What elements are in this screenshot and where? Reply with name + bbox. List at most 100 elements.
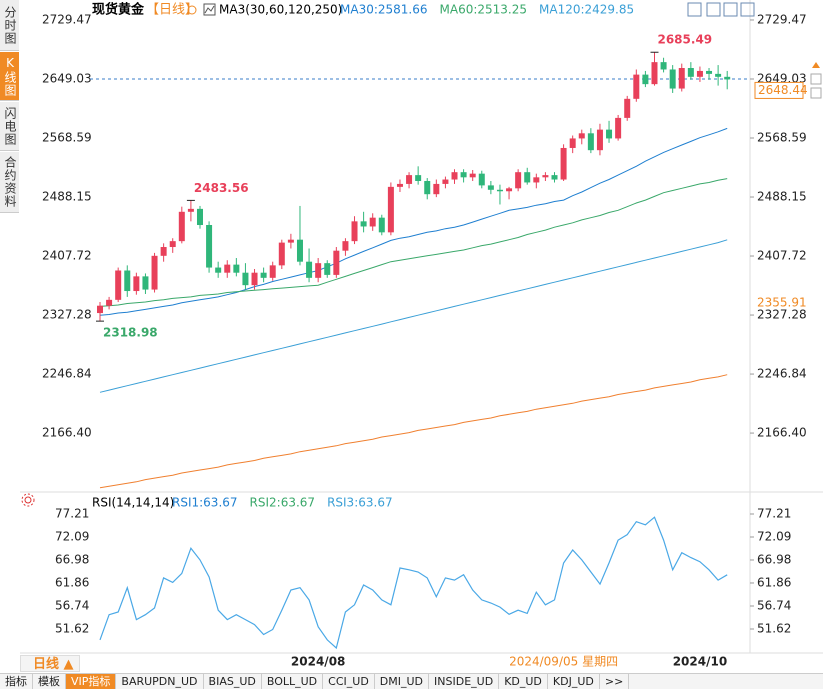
candle-body [496, 189, 503, 192]
x-tick-label: 2024/10 [673, 655, 727, 669]
last-price-label: 2648.44 [758, 83, 808, 97]
candle-body [260, 272, 267, 278]
y-tick-label: 66.98 [757, 552, 791, 566]
period-text: 日线 [33, 657, 60, 672]
y-tick-label: 2488.15 [757, 190, 807, 204]
candle-body [533, 177, 540, 183]
candle-body [415, 175, 422, 181]
candle-body [669, 69, 676, 89]
candle-body [460, 172, 467, 178]
y-tick-label: 2166.40 [757, 426, 807, 440]
candle-body [97, 305, 103, 314]
y-tick-label: 2407.72 [757, 249, 807, 263]
toolbar-item[interactable]: DMI_UD [375, 674, 430, 689]
candle-body [178, 211, 185, 242]
candle-body [606, 129, 613, 139]
y-tick-label: 51.62 [55, 621, 89, 635]
y-tick-label: 2246.84 [42, 367, 92, 381]
candle-body [633, 74, 640, 99]
scroll-up-icon[interactable] [812, 62, 820, 68]
candle-body [624, 98, 631, 118]
indicator-icon[interactable] [203, 3, 216, 16]
toolbar-item[interactable]: KD_UD [499, 674, 548, 689]
sidebar-tab[interactable]: 闪电图 [0, 102, 19, 151]
candle-body [542, 175, 549, 178]
annotation: 2685.49 [657, 33, 712, 47]
y-tick-label: 77.21 [757, 507, 791, 521]
icon[interactable] [740, 2, 755, 17]
y-tick-label: 2729.47 [42, 12, 92, 26]
candle-body [678, 68, 685, 89]
last-price-box [754, 81, 804, 99]
y-tick-label: 2729.47 [757, 12, 807, 26]
indicator-toolbar: 指标 模板 VIP指标 BARUPDN_UD BIAS_UD BOLL_UD CCI_UD D… [0, 673, 823, 689]
candle-body [424, 180, 431, 195]
candle-body [233, 264, 240, 273]
candle-body [406, 175, 413, 184]
toolbar-item[interactable]: 模板 [33, 674, 66, 689]
toolbar-item[interactable]: >> [600, 674, 630, 689]
legend-entry: MA60:2513.25 [440, 3, 528, 17]
candle-body [515, 172, 522, 189]
toolbar-item[interactable]: BIAS_UD [204, 674, 262, 689]
x-tick-label: 2024/09/05 星期四 [509, 655, 618, 669]
candle-body [360, 221, 367, 227]
toolbar-item[interactable]: 指标 [0, 674, 33, 689]
candle-body [187, 208, 194, 212]
candle-body [169, 241, 176, 248]
candle-body [696, 70, 703, 77]
candle-body [342, 241, 349, 251]
icon[interactable] [810, 87, 822, 99]
legend-entry: RSI1:63.67 [172, 496, 238, 510]
y-tick-label: 2246.84 [757, 367, 807, 381]
candle-body [387, 186, 394, 233]
candle-body [706, 70, 713, 74]
sidebar-tab[interactable]: K线图 [0, 52, 19, 101]
indicator-icon-glyph [204, 5, 215, 14]
icon[interactable] [687, 2, 702, 17]
y-tick-label: 72.09 [55, 530, 89, 544]
toolbar-item[interactable]: CCI_UD [323, 674, 375, 689]
legend-entry: RSI2:63.67 [250, 496, 316, 510]
legend-entry: MA30:2581.66 [340, 3, 428, 17]
y-tick-label: 2488.15 [42, 190, 92, 204]
candle-body [378, 217, 385, 233]
rsi-line [99, 516, 728, 650]
candle-body [315, 263, 322, 278]
candle-body [160, 247, 167, 256]
annotation: 2318.98 [103, 326, 158, 340]
candle-body [660, 62, 667, 70]
y-tick-label: 77.21 [55, 507, 89, 521]
toolbar-item[interactable]: BOLL_UD [262, 674, 324, 689]
toolbar-item[interactable]: INSIDE_UD [429, 674, 500, 689]
sidebar-tab[interactable]: 分时图 [0, 0, 19, 51]
icon[interactable] [706, 2, 721, 17]
candle-body [224, 264, 231, 273]
sidebar-tab[interactable]: 合约资料 [0, 152, 19, 213]
toolbar-item[interactable]: VIP指标 [66, 674, 117, 689]
candle-body [642, 74, 649, 85]
candle-body [351, 221, 358, 242]
icon[interactable] [810, 73, 822, 85]
legend-entry: RSI3:63.67 [327, 496, 393, 510]
y-tick-label: 72.09 [757, 530, 791, 544]
y-tick-label: 2568.59 [757, 131, 807, 145]
toolbar-item[interactable]: BARUPDN_UD [116, 674, 204, 689]
icon[interactable] [723, 2, 738, 17]
candle-body [333, 250, 340, 275]
rsi-title: RSI(14,14,14) [92, 496, 174, 510]
candle-body [596, 129, 603, 151]
toolbar-item[interactable]: KDJ_UD [548, 674, 600, 689]
candle-body [251, 272, 258, 286]
candle-body [369, 217, 376, 227]
settings-icon[interactable] [187, 5, 197, 15]
candle-body [133, 276, 140, 292]
candle-body [506, 188, 513, 192]
candle-body [142, 276, 149, 290]
period-button[interactable]: 日线 ▲ [20, 655, 80, 672]
candle-body [151, 255, 158, 290]
candle-body [242, 272, 249, 286]
candle-body [451, 172, 458, 180]
y-tick-label: 2568.59 [42, 131, 92, 145]
